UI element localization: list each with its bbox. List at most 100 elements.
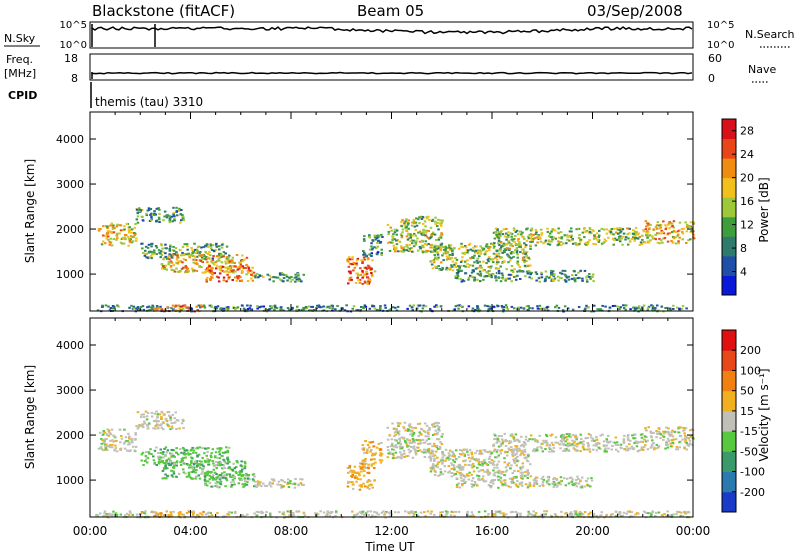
vel-cell bbox=[493, 471, 497, 474]
power-cell bbox=[309, 309, 313, 312]
power-cell bbox=[304, 307, 307, 310]
power-cell bbox=[400, 220, 403, 223]
vel-cell bbox=[541, 481, 545, 483]
power-cell bbox=[125, 222, 129, 225]
vel-cell bbox=[107, 434, 111, 437]
power-cell bbox=[199, 251, 202, 253]
vel-cell bbox=[366, 448, 369, 451]
vel-cell bbox=[441, 452, 444, 455]
vel-cell bbox=[179, 461, 182, 464]
vel-cell bbox=[303, 512, 306, 515]
power-cell bbox=[121, 237, 125, 240]
power-cell bbox=[516, 260, 519, 263]
power-cell bbox=[206, 253, 210, 255]
power-cell bbox=[205, 278, 208, 281]
vel-cell bbox=[635, 445, 639, 448]
vel-cell bbox=[678, 511, 681, 514]
vel-cell bbox=[492, 445, 495, 448]
vel-cell bbox=[245, 472, 248, 475]
power-cell bbox=[167, 263, 170, 266]
power-cell bbox=[457, 268, 461, 271]
vel-cell bbox=[126, 449, 129, 452]
power-cell bbox=[359, 273, 362, 276]
power-cell bbox=[106, 225, 109, 228]
power-cell bbox=[451, 252, 454, 255]
vel-cell bbox=[683, 434, 687, 437]
vel-cell bbox=[606, 441, 609, 443]
vel-cell bbox=[535, 482, 539, 485]
power-cell bbox=[578, 243, 581, 245]
power-cell bbox=[239, 263, 243, 266]
vel-cell bbox=[427, 435, 430, 438]
power-cell bbox=[499, 246, 503, 249]
vel-cell bbox=[672, 513, 675, 516]
power-cell bbox=[185, 243, 189, 246]
vel-cell bbox=[511, 454, 515, 457]
power-cell bbox=[153, 249, 156, 252]
power-cell bbox=[234, 265, 237, 268]
power-cell bbox=[586, 280, 589, 283]
power-cell bbox=[150, 257, 153, 260]
vel-cell bbox=[436, 463, 439, 466]
power-cell bbox=[586, 241, 590, 244]
power-cell bbox=[211, 244, 215, 247]
power-cell bbox=[659, 232, 663, 235]
vel-cell bbox=[182, 471, 186, 474]
vel-cell bbox=[683, 432, 686, 435]
vel-cell bbox=[471, 456, 474, 459]
vel-cell bbox=[417, 446, 420, 449]
power-cell bbox=[633, 230, 637, 233]
vel-cell bbox=[509, 486, 512, 489]
vel-cell bbox=[218, 457, 221, 460]
vel-cell bbox=[466, 510, 469, 513]
vel-cell bbox=[353, 465, 357, 468]
power-cell bbox=[282, 280, 285, 283]
vel-cell bbox=[664, 430, 667, 433]
power-cell bbox=[619, 230, 623, 233]
vel-cell bbox=[196, 455, 199, 458]
vel-cell bbox=[359, 478, 362, 481]
vel-cell bbox=[514, 445, 517, 448]
vel-cell bbox=[100, 438, 103, 440]
power-cell bbox=[505, 243, 509, 245]
power-cell bbox=[241, 265, 245, 268]
vel-cell bbox=[243, 477, 247, 480]
vel-cell bbox=[405, 443, 409, 446]
vel-cell bbox=[96, 514, 100, 517]
power-cell bbox=[505, 268, 508, 271]
power-cell bbox=[373, 234, 377, 237]
vel-cell bbox=[203, 459, 207, 462]
power-cell bbox=[429, 246, 432, 249]
power-cell bbox=[151, 305, 155, 308]
power-cell bbox=[519, 243, 522, 246]
power-cell bbox=[446, 246, 450, 249]
power-cell bbox=[550, 240, 553, 243]
power-cell bbox=[618, 227, 622, 229]
power-cell bbox=[588, 232, 591, 235]
vel-cell bbox=[204, 484, 207, 487]
power-cell bbox=[525, 254, 528, 257]
vel-cell bbox=[499, 479, 502, 482]
power-cell bbox=[434, 223, 437, 225]
power-cell bbox=[405, 244, 408, 247]
power-cell bbox=[482, 278, 485, 281]
power-cell bbox=[377, 239, 380, 242]
vel-cell bbox=[453, 472, 456, 475]
power-cell bbox=[367, 278, 370, 281]
power-cell bbox=[179, 221, 182, 224]
power-cell bbox=[206, 261, 209, 264]
power-cell bbox=[422, 246, 425, 249]
vel-cell bbox=[160, 410, 163, 413]
power-cell bbox=[417, 304, 421, 307]
vel-cell bbox=[114, 444, 117, 447]
power-cell bbox=[517, 243, 520, 246]
vel-cell bbox=[230, 511, 234, 514]
power-cell bbox=[632, 236, 635, 239]
power-cell bbox=[125, 234, 128, 237]
vel-cell bbox=[622, 511, 626, 514]
power-cell bbox=[529, 248, 532, 250]
power-cell bbox=[392, 244, 395, 247]
power-cell bbox=[349, 270, 352, 273]
vel-cell bbox=[164, 453, 167, 456]
power-cell bbox=[433, 254, 436, 257]
